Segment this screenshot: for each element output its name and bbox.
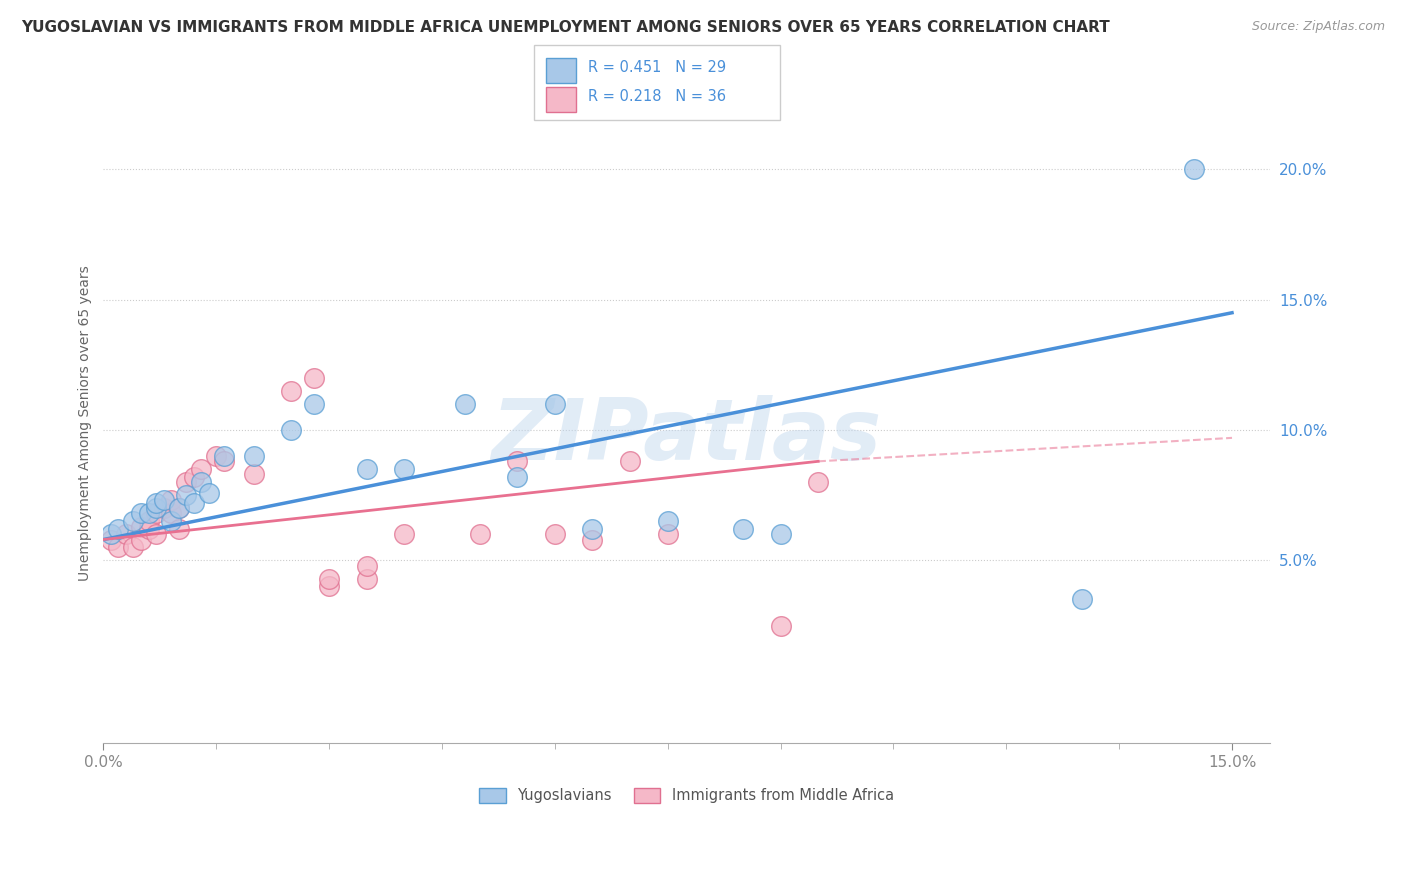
Point: [138, 522, 160, 536]
Point: [174, 488, 197, 502]
Point: [145, 527, 167, 541]
Point: [302, 397, 325, 411]
Point: [138, 514, 160, 528]
Text: R = 0.218   N = 36: R = 0.218 N = 36: [588, 89, 725, 104]
Point: [356, 558, 378, 573]
Point: [212, 454, 235, 468]
Point: [167, 501, 190, 516]
Point: [243, 467, 266, 482]
Point: [160, 507, 183, 521]
Point: [160, 514, 183, 528]
Point: [394, 527, 416, 541]
Point: [152, 493, 174, 508]
Point: [138, 507, 160, 521]
Point: [190, 475, 212, 490]
Point: [129, 507, 152, 521]
Point: [453, 397, 475, 411]
Point: [129, 519, 152, 533]
Point: [145, 507, 167, 521]
Point: [1182, 162, 1205, 177]
Point: [769, 618, 792, 632]
Point: [506, 470, 529, 484]
Point: [115, 527, 138, 541]
Point: [197, 485, 219, 500]
Point: [107, 522, 129, 536]
Point: [769, 527, 792, 541]
Legend: Yugoslavians, Immigrants from Middle Africa: Yugoslavians, Immigrants from Middle Afr…: [474, 782, 900, 809]
Text: YUGOSLAVIAN VS IMMIGRANTS FROM MIDDLE AFRICA UNEMPLOYMENT AMONG SENIORS OVER 65 : YUGOSLAVIAN VS IMMIGRANTS FROM MIDDLE AF…: [21, 20, 1109, 35]
Point: [122, 514, 145, 528]
Point: [544, 397, 567, 411]
Text: Source: ZipAtlas.com: Source: ZipAtlas.com: [1251, 20, 1385, 33]
Point: [145, 496, 167, 510]
Point: [356, 462, 378, 476]
Text: ZIPatlas: ZIPatlas: [491, 395, 882, 478]
Point: [174, 475, 197, 490]
Point: [394, 462, 416, 476]
Point: [619, 454, 641, 468]
Point: [356, 572, 378, 586]
Point: [544, 527, 567, 541]
Point: [657, 527, 679, 541]
Point: [807, 475, 830, 490]
Point: [468, 527, 491, 541]
Point: [318, 579, 340, 593]
Point: [100, 527, 122, 541]
Point: [280, 423, 302, 437]
Text: R = 0.451   N = 29: R = 0.451 N = 29: [588, 61, 725, 76]
Point: [100, 533, 122, 547]
Point: [657, 514, 679, 528]
Point: [581, 522, 603, 536]
Point: [129, 533, 152, 547]
Point: [160, 493, 183, 508]
Point: [243, 449, 266, 463]
Point: [190, 462, 212, 476]
Point: [152, 501, 174, 516]
Point: [167, 522, 190, 536]
Point: [280, 384, 302, 398]
Point: [183, 496, 205, 510]
Point: [122, 541, 145, 555]
Point: [318, 572, 340, 586]
Point: [1070, 592, 1092, 607]
Point: [581, 533, 603, 547]
Point: [506, 454, 529, 468]
Point: [205, 449, 228, 463]
Point: [731, 522, 754, 536]
Point: [107, 541, 129, 555]
Point: [167, 501, 190, 516]
Point: [183, 470, 205, 484]
Point: [145, 501, 167, 516]
Point: [302, 371, 325, 385]
Y-axis label: Unemployment Among Seniors over 65 years: Unemployment Among Seniors over 65 years: [79, 266, 93, 582]
Point: [212, 449, 235, 463]
